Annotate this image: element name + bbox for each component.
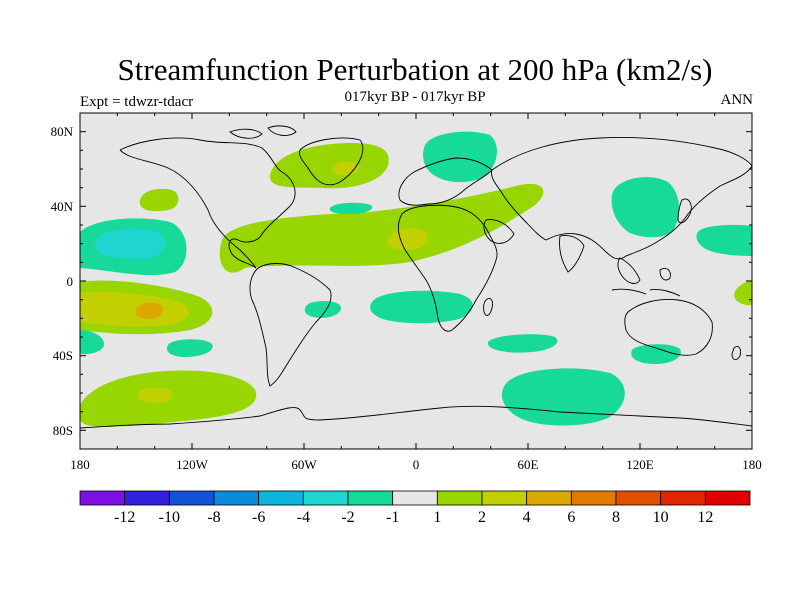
lat-label: 40N (51, 199, 74, 214)
page-title: Streamfunction Perturbation at 200 hPa (… (117, 52, 713, 87)
contour-teal-australia-south (631, 344, 681, 364)
colorbar-box (481, 490, 528, 506)
lon-label: 0 (413, 457, 420, 472)
colorbar-label: 12 (697, 509, 713, 526)
coastlines (80, 125, 752, 429)
contour-fields (80, 125, 752, 429)
lon-label: 120W (176, 457, 209, 472)
contour-teal-southern-indian (501, 368, 625, 426)
lat-ticks (80, 131, 752, 431)
contour-teal-west-edge-south (80, 330, 104, 355)
contour-teal-west-pacific (696, 224, 752, 256)
contour-green-atlantic-band (219, 183, 544, 273)
contour-cyan-north-pacific (94, 228, 165, 260)
contour-teal-atlantic-small (329, 202, 373, 214)
colorbar-labels: -12 -10 -8 -6 -4 -2 -1 1 2 4 6 8 10 12 (114, 509, 713, 526)
contour-orange-south-pacific (135, 302, 164, 320)
lon-label: 180 (70, 457, 90, 472)
lat-labels: 80N 40N 0 40S 80S (51, 124, 74, 438)
colorbar-label: 1 (433, 509, 441, 526)
colorbar-box (615, 490, 662, 506)
colorbar-box (570, 490, 617, 506)
lat-label: 40S (53, 348, 73, 363)
colorbar-label: -10 (159, 509, 180, 526)
experiment-label: Expt = tdwzr-tdacr (80, 94, 194, 110)
colorbar-box (124, 490, 170, 506)
colorbar-label: 8 (612, 509, 620, 526)
colorbar-label: -1 (386, 509, 399, 526)
contour-teal-south-pacific-west (166, 339, 213, 357)
colorbar-label: 4 (523, 509, 531, 526)
colorbar-box (660, 490, 706, 506)
lat-label: 0 (67, 274, 74, 289)
colorbar-label: -4 (297, 509, 310, 526)
lon-ticks (116, 113, 716, 449)
colorbar (79, 490, 751, 506)
lon-label: 180 (742, 457, 762, 472)
contour-green-east-edge (734, 280, 752, 306)
colorbar-label: 6 (567, 509, 575, 526)
colorbar-box (213, 490, 260, 506)
lat-label: 80N (51, 124, 74, 139)
colorbar-label: 10 (653, 509, 669, 526)
colorbar-label: -6 (252, 509, 265, 526)
colorbar-label: -2 (341, 509, 354, 526)
contour-yellow-south-pacific (80, 291, 189, 327)
lon-label: 60W (291, 457, 317, 472)
contour-teal-indian-ocean (487, 334, 558, 353)
colorbar-box (258, 490, 304, 506)
colorbar-label: -12 (114, 509, 135, 526)
subtitle: 017kyr BP - 017kyr BP (344, 89, 486, 105)
colorbar-box (392, 490, 438, 506)
colorbar-box (436, 490, 483, 506)
colorbar-box (526, 490, 572, 506)
colorbar-box (79, 490, 126, 506)
season-label: ANN (720, 92, 754, 108)
contour-teal-scandinavia (423, 131, 497, 183)
colorbar-label: -8 (207, 509, 220, 526)
contour-yellow-southern-ocean (137, 387, 173, 403)
lon-label: 120E (626, 457, 654, 472)
lon-label: 60E (518, 457, 539, 472)
lon-labels: 180 120W 60W 0 60E 120E 180 (70, 457, 762, 472)
contour-green-pacific-north (139, 188, 179, 212)
contour-teal-asia (611, 177, 680, 238)
lat-label: 80S (53, 423, 73, 438)
colorbar-box (302, 490, 349, 506)
colorbar-label: 2 (478, 509, 486, 526)
contour-teal-south-america-west (304, 300, 341, 318)
colorbar-box (704, 490, 751, 506)
colorbar-box (347, 490, 394, 506)
colorbar-box (168, 490, 215, 506)
contour-teal-south-atlantic (370, 290, 473, 324)
contour-yellow-africa-north (387, 228, 428, 250)
